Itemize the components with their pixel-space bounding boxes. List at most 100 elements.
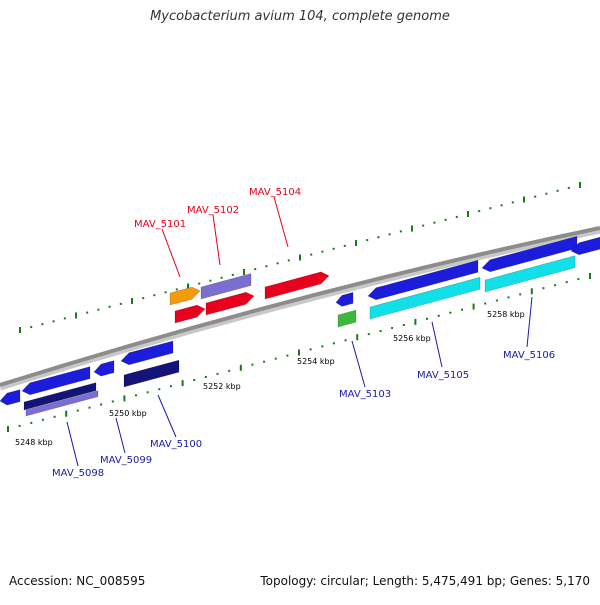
gene-feature-mav-5104[interactable] [264, 271, 330, 300]
gene-feature-mav-5098[interactable] [21, 366, 91, 396]
gene-feature-mav-5101[interactable] [174, 304, 206, 324]
label-layer: 5248 kbp 5250 kbp 5252 kbp 5254 kbp 5256… [15, 187, 555, 479]
lower-track-tick [554, 284, 557, 287]
lower-track-tick [76, 409, 79, 412]
backbone-line [0, 226, 600, 387]
lower-track-tick [251, 363, 254, 366]
scale-label-5254: 5254 kbp [297, 357, 335, 366]
lower-track-tick [461, 308, 463, 311]
upper-track-tick [52, 320, 55, 323]
upper-track-tick [411, 225, 413, 232]
gene-feature-mav-5100[interactable] [120, 340, 174, 366]
scale-label-5256: 5256 kbp [393, 334, 431, 343]
gene-feature-mav-5102[interactable] [205, 291, 255, 316]
gene-label-leader-5102 [212, 214, 221, 266]
gene-feature-mav-5106-cyan[interactable] [484, 255, 576, 293]
upper-track-tick [30, 326, 33, 329]
gene-feature-mav-5105[interactable] [367, 259, 479, 301]
upper-track-tick [433, 221, 436, 224]
gene-label-leader-5105 [431, 321, 443, 368]
lower-track-tick [449, 311, 452, 314]
genome-title: Mycobacterium avium 104, complete genome [150, 9, 450, 24]
gene-label-leader-5106 [526, 296, 533, 348]
accession-text: Accession: NC_008595 [9, 574, 146, 588]
upper-track-tick [523, 196, 525, 203]
lower-track-tick [30, 421, 33, 424]
lower-track-tick [332, 342, 335, 345]
gene-feature-mav-5100-navy[interactable] [123, 359, 180, 388]
lower-track-tick [204, 376, 207, 378]
scale-label-5250: 5250 kbp [109, 409, 147, 418]
upper-track-tick [534, 195, 537, 198]
scale-label-5258: 5258 kbp [487, 310, 525, 319]
lower-track-tick [239, 364, 242, 371]
lower-track-tick [193, 379, 196, 381]
lower-track-tick [507, 296, 510, 299]
gene-label-leader-5101 [161, 228, 181, 278]
gene-feature-mav-5105-cyan[interactable] [369, 276, 481, 320]
lower-track-tick [100, 403, 103, 406]
upper-track-tick [220, 276, 223, 279]
gene-feature-orange[interactable] [169, 286, 201, 306]
gene-label-mav-5106[interactable]: MAV_5106 [503, 350, 555, 361]
gene-label-mav-5102[interactable]: MAV_5102 [187, 205, 239, 216]
lower-track-tick [577, 278, 580, 281]
upper-track-tick [310, 253, 313, 256]
gene-feature-green[interactable] [337, 309, 357, 328]
upper-track-tick [243, 269, 245, 275]
lower-track-tick [484, 302, 487, 305]
upper-track-tick [399, 230, 402, 233]
lower-track-tick [530, 288, 533, 295]
upper-track-tick [511, 201, 514, 204]
upper-track-tick [97, 308, 100, 311]
lower-track-tick [414, 318, 417, 325]
gene-label-mav-5098[interactable]: MAV_5098 [52, 468, 104, 479]
upper-track-tick [332, 247, 335, 250]
upper-track-tick [444, 218, 447, 221]
gene-feature-mav-5099[interactable] [93, 360, 115, 377]
gene-label-mav-5101[interactable]: MAV_5101 [134, 219, 186, 230]
upper-track-tick [377, 236, 380, 239]
gene-feature-mav-5098-slate[interactable] [25, 390, 99, 417]
upper-track-tick [231, 273, 234, 276]
lower-track-tick [589, 273, 591, 279]
upper-track-tick [478, 210, 481, 213]
lower-track-tick [41, 418, 44, 421]
lower-track-tick [542, 287, 545, 290]
upper-track-tick [556, 189, 559, 192]
gene-label-mav-5105[interactable]: MAV_5105 [417, 370, 469, 381]
upper-track-tick [254, 268, 257, 271]
lower-track-tick [356, 334, 359, 341]
lower-track-tick [181, 380, 184, 387]
gene-label-mav-5104[interactable]: MAV_5104 [249, 187, 301, 198]
lower-track-tick [7, 426, 9, 432]
upper-track-tick [175, 288, 178, 291]
scale-label-5248: 5248 kbp [15, 438, 53, 447]
gene-label-leader-5098 [66, 421, 79, 467]
gene-feature-mav-5103[interactable] [335, 292, 354, 307]
gene-feature-mav-5098-navy[interactable] [23, 382, 97, 411]
upper-track-tick [355, 240, 357, 246]
upper-track-tick [209, 279, 212, 282]
gene-label-mav-5103[interactable]: MAV_5103 [339, 389, 391, 400]
upper-track-tick [455, 215, 458, 218]
lower-track-tick [379, 330, 382, 333]
upper-track-tick [86, 311, 89, 314]
lower-track-tick [426, 317, 428, 320]
tick-layer [7, 182, 591, 432]
lower-track-tick [309, 348, 312, 351]
upper-track-tick [579, 182, 581, 188]
gene-feature-left-edge[interactable] [0, 389, 21, 406]
upper-track-tick [500, 204, 503, 207]
upper-track-tick [366, 239, 369, 242]
gene-feature-mav-5106[interactable] [481, 235, 578, 273]
gene-label-mav-5099[interactable]: MAV_5099 [100, 455, 152, 466]
upper-track-tick [388, 233, 391, 236]
gene-feature-mav-5102-slate[interactable] [200, 273, 252, 300]
gene-feature-right-edge[interactable] [570, 236, 600, 256]
gene-label-mav-5100[interactable]: MAV_5100 [150, 439, 202, 450]
gene-label-leader-5099 [115, 417, 126, 454]
upper-track-tick [108, 305, 111, 308]
gene-label-leader-5103 [351, 340, 366, 388]
upper-track-tick [63, 317, 66, 320]
